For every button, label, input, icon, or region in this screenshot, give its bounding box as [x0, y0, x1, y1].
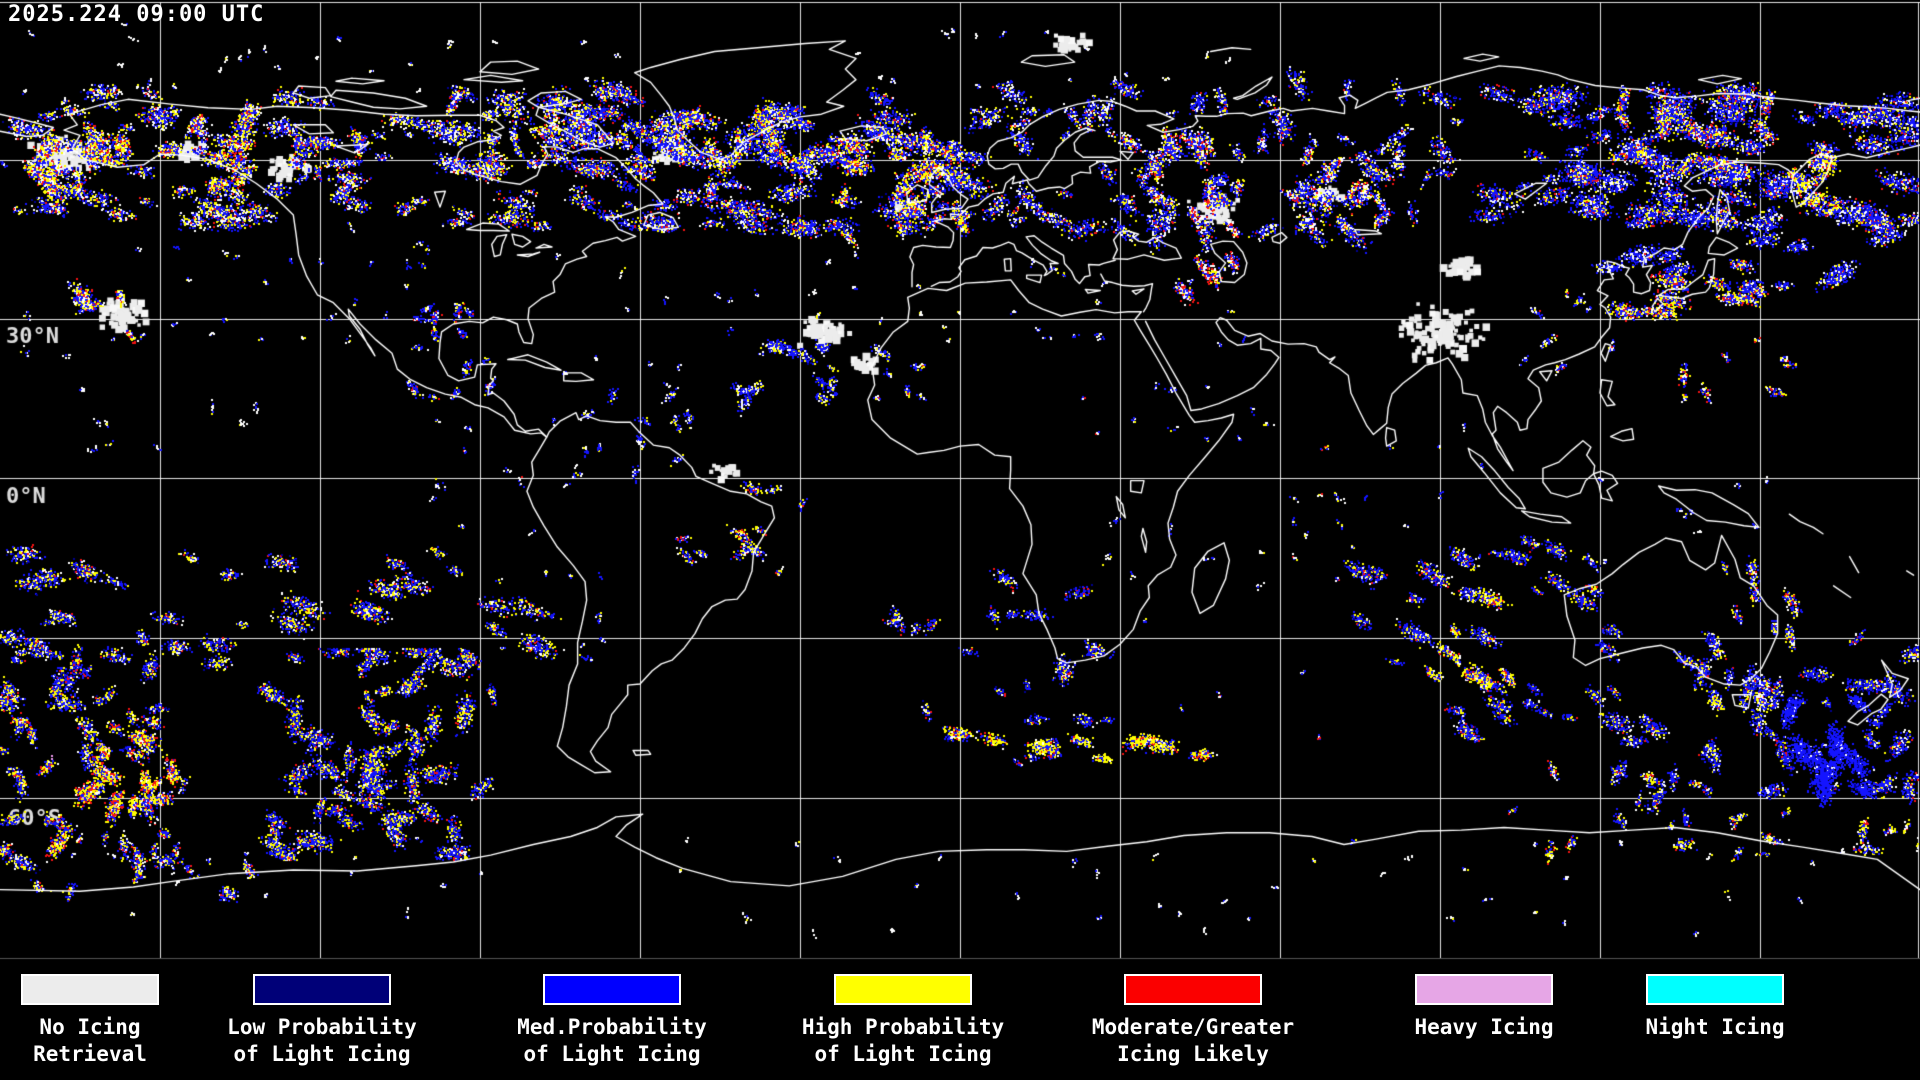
- low-probability-swatch: [253, 974, 391, 1005]
- legend: No Icing Retrieval Low Probability of Ligh…: [0, 960, 1920, 1080]
- med-probability-swatch: [543, 974, 681, 1005]
- high-probability-swatch: [834, 974, 972, 1005]
- night-icing-swatch: [1646, 974, 1784, 1005]
- legend-label: Moderate/Greater: [1091, 1015, 1295, 1039]
- timestamp: 2025.224 09:00 UTC: [8, 2, 265, 27]
- legend-item-moderate-greater: Moderate/Greater Icing Likely: [1043, 974, 1343, 1068]
- legend-item-night-icing: Night Icing: [1565, 974, 1865, 1041]
- legend-label: of Light Icing: [523, 1042, 701, 1066]
- legend-label: Icing Likely: [1117, 1042, 1269, 1066]
- no-icing-swatch: [21, 974, 159, 1005]
- legend-item-med-probability: Med.Probability of Light Icing: [462, 974, 762, 1068]
- legend-label: Retrieval: [33, 1042, 147, 1066]
- legend-label: No Icing: [39, 1015, 141, 1039]
- legend-label: High Probability: [801, 1015, 1005, 1039]
- moderate-greater-swatch: [1124, 974, 1262, 1005]
- legend-item-heavy-icing: Heavy Icing: [1334, 974, 1634, 1041]
- legend-label: of Light Icing: [814, 1042, 992, 1066]
- legend-label: Low Probability: [227, 1015, 417, 1039]
- legend-label: Heavy Icing: [1414, 1015, 1554, 1039]
- legend-item-high-probability: High Probability of Light Icing: [753, 974, 1053, 1068]
- legend-item-low-probability: Low Probability of Light Icing: [172, 974, 472, 1068]
- legend-label: Night Icing: [1645, 1015, 1785, 1039]
- legend-label: of Light Icing: [233, 1042, 411, 1066]
- legend-label: Med.Probability: [517, 1015, 707, 1039]
- heavy-icing-swatch: [1415, 974, 1553, 1005]
- legend-item-no-icing: No Icing Retrieval: [0, 974, 240, 1068]
